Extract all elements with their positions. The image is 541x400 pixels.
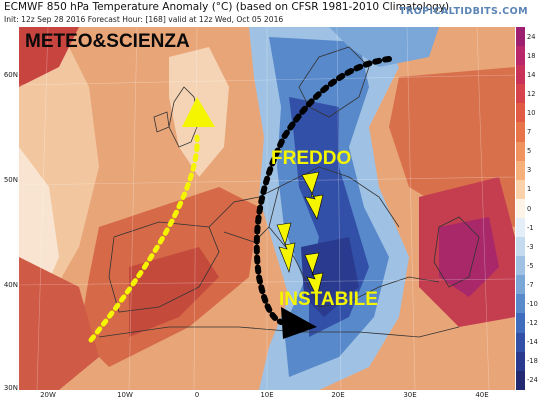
colorbar-label: -1 (527, 223, 534, 232)
colorbar-swatch (516, 141, 525, 161)
colorbar-swatch (516, 217, 525, 238)
colorbar-label: 14 (527, 70, 536, 79)
lon-label-20w: 20W (40, 391, 56, 399)
colorbar-label: 24 (527, 32, 536, 41)
anomaly-field (19, 27, 515, 390)
lightning-bolt (276, 222, 296, 274)
header: ECMWF 850 hPa Temperature Anomaly (°C) (… (0, 0, 541, 27)
colorbar-label: -24 (527, 376, 538, 385)
colorbar (516, 27, 525, 390)
graticule (19, 27, 515, 390)
brand-logo: TROPICALTIDBITS.COM (399, 6, 528, 17)
lat-label-30n: 30N (3, 384, 18, 392)
lon-label-10w: 10W (117, 391, 133, 399)
colorbar-label: -3 (527, 242, 534, 251)
anomaly-map: METEO&SCIENZA FREDDO INSTABILE (19, 27, 515, 390)
colorbar-swatch (516, 351, 525, 371)
colorbar-label: 5 (527, 147, 532, 156)
colorbar-label: 10 (527, 108, 536, 117)
colorbar-swatch (516, 294, 525, 314)
colorbar-swatch (516, 256, 525, 276)
colorbar-swatch (516, 198, 525, 218)
colorbar-label: -10 (527, 300, 538, 309)
lightning-bolt (304, 252, 324, 298)
colorbar-label: -12 (527, 319, 538, 328)
colorbar-label: -18 (527, 357, 538, 366)
colorbar-swatch (516, 370, 525, 390)
colorbar-label: 0 (527, 204, 532, 213)
colorbar-swatch (516, 160, 525, 180)
iberia-hot-zone (129, 247, 219, 337)
lon-label-20e: 20E (331, 391, 345, 399)
cold-flow-arrowhead (281, 307, 317, 339)
colorbar-swatch (516, 27, 525, 47)
scandinavia-cold-zone (329, 27, 439, 67)
sw-warm-zone (19, 257, 99, 390)
lat-label-60n: 60N (3, 71, 18, 79)
caspian-core (439, 217, 499, 297)
colorbar-swatch (516, 237, 525, 257)
warm-flow-arrow (88, 134, 200, 343)
colorbar-label: 18 (527, 51, 536, 60)
lon-label-10e: 10E (260, 391, 274, 399)
lon-label-40e: 40E (475, 391, 489, 399)
colorbar-label: -7 (527, 280, 534, 289)
colorbar-swatch (516, 332, 525, 352)
colorbar-label: 3 (527, 166, 532, 175)
nw-warm-corner (19, 27, 79, 87)
colorbar-swatch (516, 84, 525, 104)
lat-label-40n: 40N (3, 281, 18, 289)
map-title: ECMWF 850 hPa Temperature Anomaly (°C) (… (4, 1, 450, 13)
colorbar-label: -14 (527, 338, 538, 347)
colorbar-swatch (516, 313, 525, 333)
colorbar-swatch (516, 179, 525, 199)
lon-label-0: 0 (194, 391, 200, 399)
unstable-label: INSTABILE (279, 289, 378, 310)
colorbar-label: -5 (527, 261, 534, 270)
lightning-bolt (301, 171, 324, 220)
colorbar-swatch (516, 46, 525, 66)
lon-label-30e: 30E (403, 391, 417, 399)
cold-label: FREDDO (271, 148, 352, 169)
colorbar-swatch (516, 275, 525, 295)
cold-flow-arrow (253, 56, 392, 325)
colorbar-label: 7 (527, 128, 532, 137)
map-subtitle: Init: 12z Sep 28 2016 Forecast Hour: [16… (4, 15, 284, 24)
warm-flow-arrowhead (182, 97, 215, 127)
meteo-scienza-watermark: METEO&SCIENZA (25, 31, 190, 52)
colorbar-label: 1 (527, 185, 532, 194)
lat-label-50n: 50N (3, 176, 18, 184)
colorbar-swatch (516, 122, 525, 142)
colorbar-label: 12 (527, 89, 536, 98)
colorbar-swatch (516, 103, 525, 123)
colorbar-swatch (516, 65, 525, 85)
lightning-bolts (276, 171, 324, 298)
